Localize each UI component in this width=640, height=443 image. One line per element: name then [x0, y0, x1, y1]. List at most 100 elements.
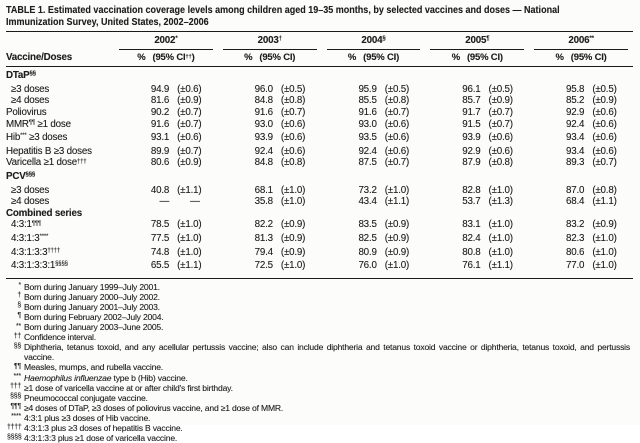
year-values: 93.9 (±0.6): [425, 132, 529, 146]
text-segment: §§: [29, 71, 37, 78]
year-values: 89.3 (±0.7): [529, 157, 633, 171]
cell-ci: (±0.8): [488, 157, 514, 169]
cell-percent: 87.9: [462, 157, 481, 169]
ci-header: (95% CI): [467, 52, 503, 63]
text-segment: Born during January 2001–July 2003.: [24, 301, 160, 312]
year-values: 77.5 (±1.0): [114, 233, 218, 247]
year-values: 92.9 (±0.6): [529, 107, 633, 119]
year-values: 92.4 (±0.6): [322, 146, 426, 158]
text-segment: Measles, mumps, and rubella vaccine.: [24, 362, 163, 373]
table-title: TABLE 1. Estimated vaccination coverage …: [6, 4, 632, 28]
cell-ci: (±1.0): [384, 184, 410, 196]
footnote-text: Haemophilus influenzae type b (Hib) vacc…: [24, 373, 632, 383]
year-values: 68.4 (±1.1): [529, 196, 633, 208]
year-values: 85.2 (±0.9): [529, 95, 633, 107]
text-segment: ≥4 doses of DTaP, ≥3 doses of poliovirus…: [24, 402, 284, 413]
cell-ci: (±0.6): [280, 145, 306, 157]
row-label: Hib*** ≥3 doses: [6, 132, 114, 146]
cell-ci: (±0.8): [384, 95, 410, 107]
text-segment: ††: [185, 53, 192, 60]
cell-percent: 80.8: [462, 246, 481, 258]
cell-ci: (±1.0): [177, 246, 202, 258]
year-text: 2004: [361, 35, 383, 47]
year-values: 83.2 (±0.9): [529, 219, 633, 233]
year-values: 96.0 (±0.5): [218, 84, 322, 96]
cell-percent: 82.4: [462, 232, 481, 244]
table-row: ≥3 doses 94.9 (±0.6) 96.0 (±0.5) 95.9 (±0.5) 96…: [6, 84, 633, 96]
cell-percent: 89.9: [150, 145, 170, 157]
text-segment: Haemophilus influenzae: [24, 372, 112, 383]
footnote: ¶¶¶ ≥4 doses of DTaP, ≥3 doses of poliovi…: [7, 403, 632, 413]
row-label: ≥4 doses: [6, 196, 114, 208]
year-footnote-marker: *: [175, 36, 178, 43]
footnote: ††† ≥1 dose of varicella vaccine at or af…: [7, 383, 632, 393]
text-segment: Pneumococcal conjugate vaccine.: [24, 392, 148, 403]
cell-ci: (±0.6): [384, 118, 410, 130]
year-text: 2003: [257, 35, 279, 47]
year-label: 2004§: [326, 35, 421, 51]
table-row: MMR¶¶ ≥1 dose 91.6 (±0.7) 93.0 (±0.6) 93.0 (±0…: [6, 119, 633, 133]
footnote-symbol: §§: [13, 342, 21, 350]
section-row: DTaP§§: [6, 70, 633, 84]
cell-ci: (±0.7): [177, 145, 202, 157]
cell-ci: (±0.5): [488, 83, 514, 95]
cell-percent: 96.1: [462, 83, 481, 95]
footnote-text: Diphtheria, tetanus toxoid, and any acel…: [24, 342, 632, 362]
cell-ci: (±1.0): [488, 219, 514, 231]
year-values: 95.9 (±0.5): [322, 84, 426, 96]
cell-ci: (±0.7): [592, 157, 617, 169]
cell-ci: (±0.6): [177, 83, 202, 95]
footnote-symbol: ¶: [17, 312, 21, 320]
cell-ci: (±0.5): [384, 83, 410, 95]
text-segment: 4:3:1 plus ≥3 doses of Hib vaccine.: [24, 412, 151, 423]
cell-percent: 40.8: [150, 184, 170, 196]
text-segment: 4:3:1:3:3: [11, 246, 48, 258]
cell-ci: (±0.6): [280, 132, 306, 144]
cell-percent: 43.4: [358, 196, 377, 208]
footnote-symbol: **: [16, 322, 21, 330]
ci-header: (95% CI††): [153, 52, 195, 63]
year-footnote-marker: ¶: [486, 36, 490, 43]
text-segment: (95% CI): [570, 52, 607, 64]
cell-percent: 93.0: [254, 118, 273, 130]
ci-header: (95% CI): [571, 52, 607, 63]
year-values: 93.0 (±0.6): [218, 119, 322, 133]
cell-ci: (±0.6): [177, 132, 202, 144]
text-segment: (95% CI): [259, 52, 296, 64]
cell-percent: 84.8: [254, 95, 273, 107]
text-segment: 4:3:1: [11, 219, 32, 231]
cell-percent: 87.5: [358, 157, 377, 169]
cell-percent: 91.5: [462, 118, 481, 130]
year-text: 2005: [465, 35, 487, 47]
cell-ci: (±0.5): [592, 83, 617, 95]
cell-ci: (±1.0): [280, 260, 306, 272]
table-row: ≥4 doses — —35.8 (±1.0) 43.4 (±1.1) 53.7 (±1.3)…: [6, 196, 633, 208]
cell-percent: 91.6: [358, 106, 377, 118]
subheader-cell: % (95% CI): [425, 52, 529, 63]
cell-percent: 83.5: [358, 219, 377, 231]
table-row: 4:3:1:3**** 77.5 (±1.0) 81.3 (±0.9) 82.5 (±0.9…: [6, 233, 633, 247]
vaccination-coverage-table: 2002* 2003† 2004§ 2005¶ 2006** Vaccine/Doses…: [6, 31, 633, 279]
cell-ci: (±0.8): [280, 95, 306, 107]
cell-percent: —: [159, 196, 170, 208]
cell-ci: (±1.0): [280, 184, 306, 196]
year-values: 91.7 (±0.7): [425, 107, 529, 119]
table-row: 4:3:1:3:3†††† 74.8 (±1.0) 79.4 (±0.9) 80.9 (±0…: [6, 247, 633, 261]
footnote: ¶ Born during February 2002–July 2004.: [7, 312, 632, 322]
footnote-symbol: †: [17, 292, 21, 300]
cell-percent: 80.6: [150, 157, 170, 169]
year-header-2002: 2002*: [114, 35, 218, 51]
cell-percent: 93.9: [462, 132, 481, 144]
row-label: Combined series: [6, 208, 114, 220]
row-label: PCV§§§: [6, 171, 114, 185]
year-header-2005: 2005¶: [425, 35, 529, 51]
cell-ci: (±1.0): [384, 260, 410, 272]
cell-percent: 77.5: [150, 232, 170, 244]
footnote-symbol: ††: [13, 332, 21, 340]
table-row: Hepatitis B ≥3 doses 89.9 (±0.7) 92.4 (±0.6)…: [6, 146, 633, 158]
footnotes: * Born during January 1999–July 2001. † Bor…: [6, 279, 633, 443]
text-segment: ≥1 dose of varicella vaccine at or after…: [24, 382, 233, 393]
year-values: 83.5 (±0.9): [322, 219, 426, 233]
cell-percent: 74.8: [150, 246, 170, 258]
text-segment: Born during January 2003–June 2005.: [24, 322, 164, 333]
